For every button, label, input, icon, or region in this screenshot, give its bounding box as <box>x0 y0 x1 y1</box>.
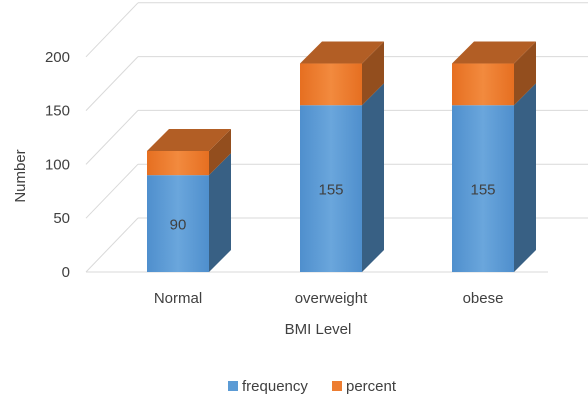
legend-label-percent: percent <box>346 378 397 395</box>
gridline-side <box>85 56 139 111</box>
y-tick-label: 0 <box>62 264 70 281</box>
y-tick-label: 100 <box>45 156 70 173</box>
bar-frequency-overweight <box>300 105 362 272</box>
bar-frequency-obese <box>452 105 514 272</box>
legend-label-frequency: frequency <box>242 378 308 395</box>
x-tick-label: obese <box>463 290 504 307</box>
y-axis-title: Number <box>12 149 29 202</box>
bar-frequency-Normal <box>147 175 209 272</box>
legend-swatch-percent <box>332 381 342 391</box>
bar-percent-Normal <box>147 150 209 176</box>
bar-percent-overweight <box>300 63 362 106</box>
bar-side-percent-overweight <box>362 41 384 106</box>
bar-percent-obese <box>452 63 514 106</box>
data-label: 155 <box>318 182 343 199</box>
bar-top-percent-obese <box>452 41 536 64</box>
x-axis-title: BMI Level <box>285 321 352 338</box>
bar-side-frequency-overweight <box>362 83 384 272</box>
bar-top-percent-Normal <box>147 128 231 151</box>
bar-top-percent-overweight <box>300 41 384 64</box>
y-tick-label: 150 <box>45 103 70 120</box>
labels: 0 50 100 150 200 90 Normal 155 overweight 155 obes… <box>12 49 503 338</box>
data-label: 90 <box>170 217 187 234</box>
y-tick-label: 200 <box>45 49 70 66</box>
bar-side-percent-Normal <box>209 128 231 176</box>
gridline-side <box>85 217 139 273</box>
bar-side-percent-obese <box>514 41 536 106</box>
gridline-side <box>85 2 139 58</box>
y-tick-label: 50 <box>53 210 70 227</box>
legend-swatch-frequency <box>228 381 238 391</box>
data-label: 155 <box>470 182 495 199</box>
bar-side-frequency-Normal <box>209 153 231 272</box>
legend: frequency percent <box>228 378 397 395</box>
x-tick-label: overweight <box>295 290 368 307</box>
bars <box>147 41 536 272</box>
x-tick-label: Normal <box>154 290 202 307</box>
gridline-side <box>85 163 139 219</box>
bar-side-frequency-obese <box>514 83 536 272</box>
gridline-side <box>85 110 139 165</box>
